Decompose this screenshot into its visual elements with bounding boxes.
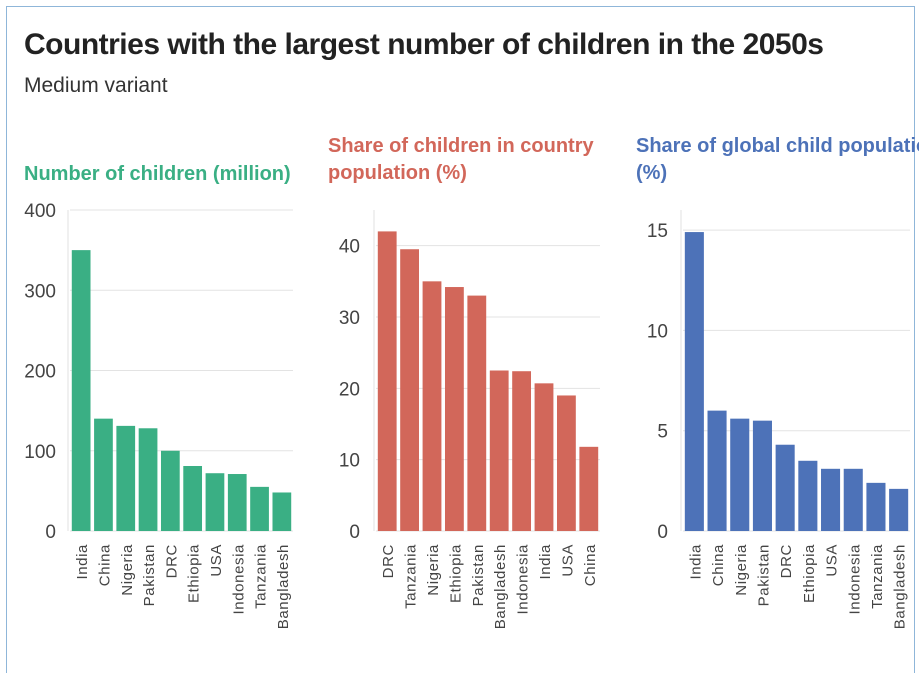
x-tick-label: Bangladesh xyxy=(492,544,509,629)
x-tick-label: China xyxy=(96,544,113,586)
x-tick-label: Pakistan xyxy=(141,544,158,606)
bar xyxy=(579,446,599,531)
panel-title: (%) xyxy=(636,162,667,184)
panel-title: population (%) xyxy=(328,162,467,184)
bar xyxy=(272,492,292,531)
y-tick-label: 0 xyxy=(349,522,360,543)
x-tick-label: Tanzania xyxy=(253,544,270,609)
bar xyxy=(205,473,225,531)
y-tick-label: 5 xyxy=(657,422,668,443)
bar xyxy=(534,383,554,531)
y-tick-label: 20 xyxy=(339,379,360,400)
x-tick-label: Pakistan xyxy=(755,544,772,606)
bar xyxy=(798,460,818,531)
y-tick-label: 200 xyxy=(24,362,56,383)
bar xyxy=(250,486,269,531)
y-tick-label: 0 xyxy=(45,522,56,543)
bar xyxy=(138,428,158,531)
bar xyxy=(160,450,180,531)
bar xyxy=(377,231,397,531)
chart-title: Countries with the largest number of chi… xyxy=(24,28,824,61)
bar xyxy=(183,465,203,531)
x-tick-label: India xyxy=(74,544,91,580)
bar xyxy=(821,468,841,531)
y-tick-label: 10 xyxy=(647,321,668,342)
panel-title: Number of children (million) xyxy=(24,163,291,185)
x-tick-label: Indonesia xyxy=(846,544,863,615)
y-tick-label: 10 xyxy=(339,451,360,472)
x-tick-label: USA xyxy=(208,544,225,577)
x-tick-label: Nigeria xyxy=(425,544,442,596)
x-tick-label: Tanzania xyxy=(869,544,886,609)
panel-title: Share of global child population xyxy=(636,135,919,157)
bar xyxy=(684,232,704,531)
bar xyxy=(94,418,113,531)
chart-frame xyxy=(6,6,915,673)
y-tick-label: 40 xyxy=(339,237,360,258)
x-tick-label: DRC xyxy=(163,544,180,578)
bar xyxy=(116,425,136,531)
bar xyxy=(422,281,442,531)
x-tick-label: Indonesia xyxy=(230,544,247,615)
y-tick-label: 30 xyxy=(339,308,360,329)
x-tick-label: China xyxy=(582,544,599,586)
bar xyxy=(467,295,487,531)
chart-panel-3: Share of global child population (%) 0 5 10 1… xyxy=(636,135,919,629)
x-tick-label: Ethiopia xyxy=(186,544,203,603)
y-tick-label: 0 xyxy=(657,522,668,543)
x-tick-label: Indonesia xyxy=(515,544,532,615)
bar xyxy=(400,249,420,531)
bar xyxy=(707,410,727,531)
bar xyxy=(71,250,91,531)
y-tick-label: 15 xyxy=(647,221,668,242)
panel-title: Share of children in country xyxy=(328,135,594,157)
bar xyxy=(889,488,909,531)
x-tick-label: India xyxy=(537,544,554,580)
bar xyxy=(752,420,772,531)
x-tick-label: Bangladesh xyxy=(275,544,292,629)
y-tick-label: 300 xyxy=(24,281,56,302)
bar xyxy=(775,444,795,531)
bar xyxy=(843,468,863,531)
chart-subtitle: Medium variant xyxy=(24,74,168,97)
y-tick-label: 100 xyxy=(24,442,56,463)
bar xyxy=(556,395,576,531)
x-tick-label: Nigeria xyxy=(119,544,136,596)
bar xyxy=(730,418,750,531)
x-tick-label: China xyxy=(710,544,727,586)
x-tick-label: DRC xyxy=(380,544,397,578)
x-tick-label: Ethiopia xyxy=(801,544,818,603)
x-tick-label: Ethiopia xyxy=(447,544,464,603)
x-tick-label: USA xyxy=(559,544,576,577)
x-tick-label: USA xyxy=(824,544,841,577)
x-tick-label: Bangladesh xyxy=(892,544,909,629)
x-tick-label: Tanzania xyxy=(403,544,420,609)
bar xyxy=(444,287,464,531)
chart-panel-2: Share of children in country population (… xyxy=(328,135,600,629)
chart-panel-1: Number of children (million) 0 100 200 300 40… xyxy=(24,163,293,629)
y-tick-label: 400 xyxy=(24,201,56,222)
x-tick-label: Nigeria xyxy=(733,544,750,596)
x-tick-label: Pakistan xyxy=(470,544,487,606)
bar xyxy=(866,482,886,531)
bar xyxy=(489,370,509,531)
x-tick-label: DRC xyxy=(778,544,795,578)
bar xyxy=(512,371,532,531)
x-tick-label: India xyxy=(687,544,704,580)
bar xyxy=(227,474,247,531)
